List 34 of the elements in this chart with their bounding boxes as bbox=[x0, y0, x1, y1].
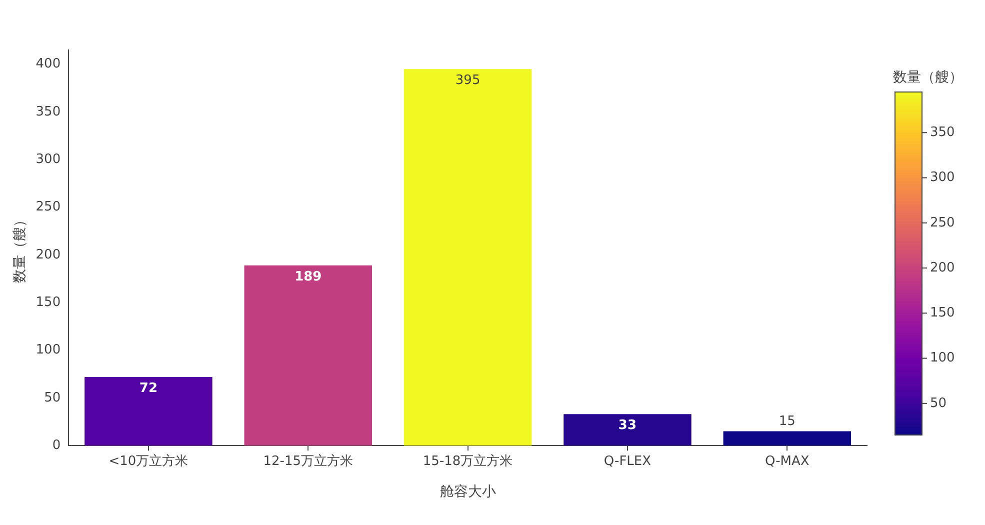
color-bar-label: 350 bbox=[930, 124, 955, 140]
x-tick-label: 15-18万立方米 bbox=[422, 452, 513, 469]
bar bbox=[564, 414, 692, 446]
x-tick-label: Q-FLEX bbox=[604, 454, 652, 469]
color-bar-label: 50 bbox=[930, 396, 947, 411]
y-tick-label: 50 bbox=[44, 390, 61, 406]
y-tick-label: 300 bbox=[36, 152, 61, 167]
x-tick-label: Q-MAX bbox=[765, 454, 810, 469]
y-tick-label: 400 bbox=[36, 56, 61, 72]
bar bbox=[84, 376, 212, 446]
y-tick-label: 250 bbox=[36, 200, 61, 215]
y-tick-label: 200 bbox=[36, 247, 61, 262]
x-axis-title: 舱容大小 bbox=[440, 484, 496, 500]
data-label: 33 bbox=[618, 418, 637, 434]
color-bar-label: 100 bbox=[930, 350, 955, 366]
color-bar-label: 250 bbox=[930, 215, 955, 230]
bar bbox=[244, 265, 372, 446]
color-bar-label: 200 bbox=[930, 260, 955, 276]
bar bbox=[723, 431, 852, 446]
data-label: 395 bbox=[455, 72, 480, 88]
data-label: 189 bbox=[294, 269, 322, 284]
y-tick-label: 100 bbox=[36, 342, 61, 358]
y-tick-label: 150 bbox=[36, 294, 61, 310]
bar bbox=[404, 69, 532, 446]
y-tick-label: 0 bbox=[52, 438, 61, 453]
data-label: 15 bbox=[778, 414, 796, 430]
color-bar-label: 150 bbox=[930, 306, 955, 321]
y-tick-label: 350 bbox=[36, 104, 61, 120]
x-tick-label: <10万立方米 bbox=[108, 452, 188, 469]
x-tick-label: 12-15万立方米 bbox=[263, 452, 354, 469]
color-bar-title: 数量（艘） bbox=[893, 70, 963, 86]
color-bar-label: 300 bbox=[930, 170, 955, 186]
y-axis-title: 数量（艘） bbox=[12, 212, 28, 283]
data-label: 72 bbox=[139, 380, 158, 396]
